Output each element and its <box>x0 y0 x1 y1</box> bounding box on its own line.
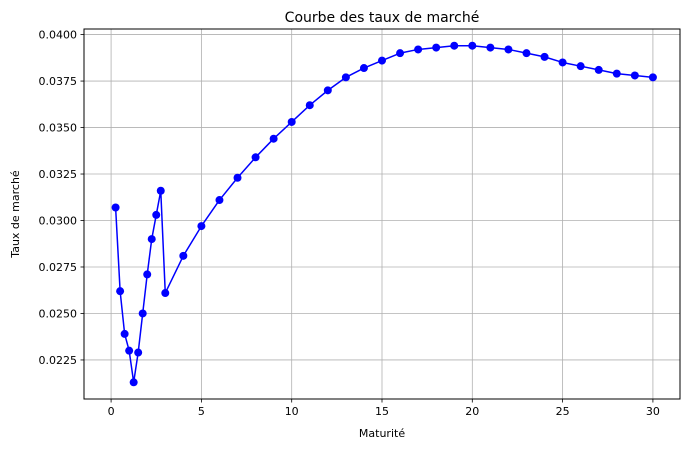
data-point <box>378 56 386 65</box>
data-point <box>233 173 242 182</box>
data-point <box>522 49 531 58</box>
x-tick-label: 30 <box>646 405 660 418</box>
data-point <box>120 329 129 338</box>
x-tick-label: 15 <box>375 405 389 418</box>
data-point <box>161 289 170 298</box>
data-point <box>468 41 477 50</box>
data-point <box>576 62 585 71</box>
y-tick-label: 0.0250 <box>39 307 78 320</box>
data-point <box>396 49 405 58</box>
data-point <box>269 134 278 143</box>
data-point <box>138 309 147 318</box>
y-tick-label: 0.0275 <box>39 261 78 274</box>
x-tick-label: 25 <box>556 405 570 418</box>
data-point <box>648 73 657 82</box>
data-point <box>134 348 143 357</box>
data-point <box>414 45 423 54</box>
x-axis-label: Maturité <box>359 427 405 440</box>
data-point <box>359 64 368 73</box>
data-point <box>558 58 567 67</box>
data-point <box>179 251 188 260</box>
data-point <box>143 270 152 279</box>
data-point <box>129 378 138 387</box>
y-tick-label: 0.0225 <box>39 354 78 367</box>
data-point <box>197 222 206 231</box>
x-tick-label: 5 <box>198 405 205 418</box>
data-point-layer <box>111 41 657 387</box>
data-point <box>504 45 513 54</box>
data-point <box>594 65 603 74</box>
data-point <box>215 196 224 205</box>
x-tick-label: 10 <box>285 405 299 418</box>
y-tick-label: 0.0325 <box>39 168 78 181</box>
grid-lines <box>84 29 680 399</box>
data-point <box>116 287 125 296</box>
data-point <box>540 52 549 61</box>
data-point <box>323 86 332 95</box>
data-point <box>125 346 134 355</box>
data-point <box>156 186 165 195</box>
data-point <box>432 43 441 52</box>
y-tick-label: 0.0375 <box>39 75 78 88</box>
y-tick-label: 0.0400 <box>39 29 78 42</box>
data-point <box>341 73 350 82</box>
data-point <box>630 71 639 80</box>
data-point <box>147 235 156 244</box>
x-tick-label: 20 <box>465 405 479 418</box>
data-point <box>486 43 495 52</box>
axis-ticks: 0 5 10 15 20 25 30 0.0225 0.0250 0.0275 0.0300 0.03… <box>39 29 660 418</box>
data-point <box>612 69 621 78</box>
data-point <box>111 203 120 212</box>
x-tick-label: 0 <box>108 405 115 418</box>
data-point <box>287 117 296 126</box>
chart-title: Courbe des taux de marché <box>285 10 480 26</box>
y-axis-label: Taux de marché <box>9 170 22 259</box>
y-tick-label: 0.0300 <box>39 215 78 228</box>
y-tick-label: 0.0350 <box>39 122 78 135</box>
data-point <box>450 41 459 50</box>
data-point <box>251 153 260 162</box>
data-point <box>152 210 161 219</box>
data-point <box>305 101 314 110</box>
